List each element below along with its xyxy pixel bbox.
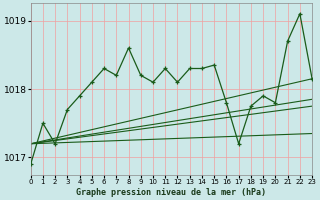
X-axis label: Graphe pression niveau de la mer (hPa): Graphe pression niveau de la mer (hPa) bbox=[76, 188, 266, 197]
